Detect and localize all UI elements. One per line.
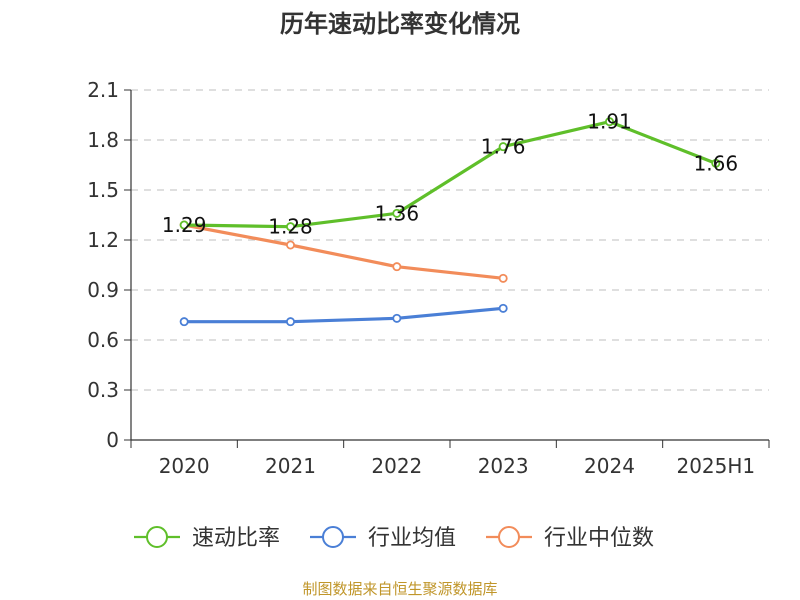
data-label: 1.29	[162, 213, 207, 237]
source-note: 制图数据来自恒生聚源数据库	[302, 580, 497, 598]
x-tick-label: 2025H1	[676, 454, 755, 478]
data-point	[179, 317, 189, 327]
y-tick-label: 1.2	[87, 228, 119, 252]
x-tick-label: 2023	[478, 454, 529, 478]
data-point	[498, 273, 508, 283]
legend-marker	[498, 526, 520, 548]
data-point	[285, 317, 295, 327]
legend[interactable]: 速动比率 行业均值 行业中位数	[134, 526, 654, 551]
legend-label: 行业中位数	[544, 526, 654, 551]
series-group	[179, 117, 721, 327]
data-label: 1.76	[481, 135, 526, 159]
x-tick-label: 2024	[584, 454, 635, 478]
legend-item[interactable]: 行业中位数	[486, 526, 654, 551]
legend-label: 行业均值	[368, 526, 456, 551]
data-point	[392, 313, 402, 323]
y-tick-label: 0.3	[87, 378, 119, 402]
x-tick-label: 2022	[371, 454, 422, 478]
series-line	[182, 120, 718, 229]
y-tick-label: 1.8	[87, 128, 119, 152]
y-tick-label: 1.5	[87, 178, 119, 202]
data-label: 1.66	[694, 151, 739, 175]
data-label: 1.28	[268, 215, 313, 239]
data-labels: 1.29 1.28 1.36 1.76 1.91 1.66	[162, 110, 738, 239]
series-line	[182, 223, 505, 280]
axes: 0 0.3 0.6 0.9 1.2 1.5 1.8 2.1 2020 2021 2022 2023 20…	[87, 78, 770, 478]
data-point	[392, 208, 402, 218]
data-point	[285, 240, 295, 250]
data-point	[498, 142, 508, 152]
chart-title: 历年速动比率变化情况	[280, 10, 520, 38]
legend-label: 速动比率	[192, 526, 280, 551]
data-point	[179, 220, 189, 230]
x-tick-label: 2021	[265, 454, 316, 478]
data-label: 1.36	[375, 201, 420, 225]
data-point	[392, 262, 402, 272]
y-tick-label: 2.1	[87, 78, 119, 102]
series-line	[182, 306, 505, 324]
data-point	[285, 222, 295, 232]
legend-marker	[322, 526, 344, 548]
legend-item[interactable]: 速动比率	[134, 526, 280, 551]
data-label: 1.91	[587, 110, 632, 134]
y-tick-label: 0	[106, 428, 119, 452]
data-point	[498, 303, 508, 313]
legend-item[interactable]: 行业均值	[310, 526, 456, 551]
grid	[131, 89, 769, 391]
y-tick-label: 0.9	[87, 278, 119, 302]
y-tick-label: 0.6	[87, 328, 119, 352]
x-tick-label: 2020	[159, 454, 210, 478]
data-point	[605, 117, 615, 127]
legend-marker	[146, 526, 168, 548]
data-point	[711, 158, 721, 168]
